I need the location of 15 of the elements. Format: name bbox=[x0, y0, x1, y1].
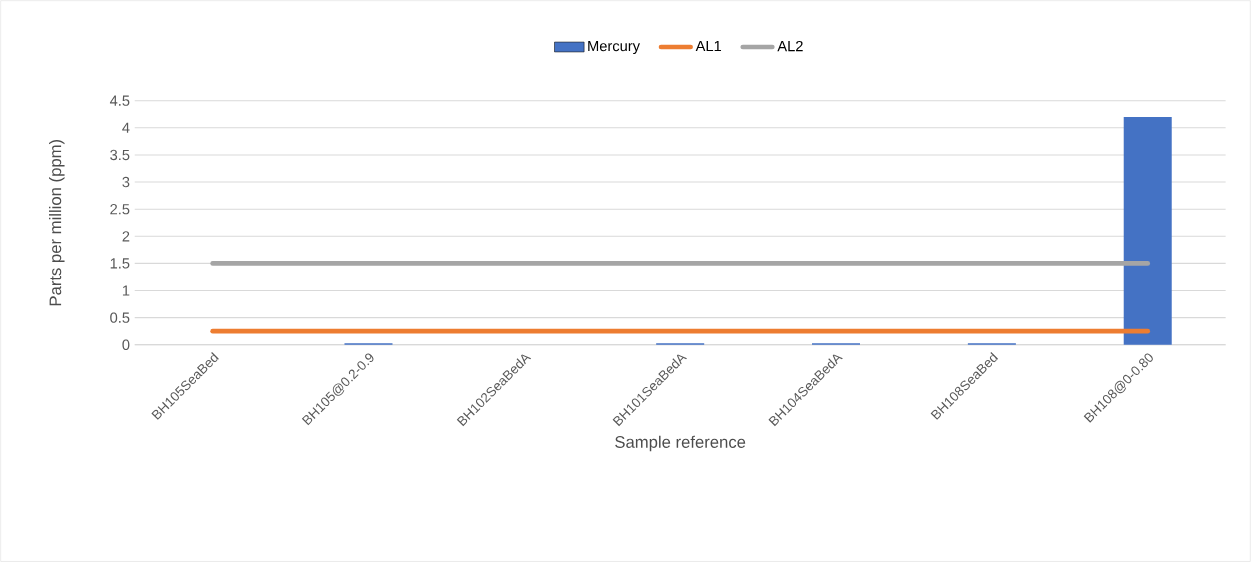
x-axis-title: Sample reference bbox=[615, 435, 746, 452]
y-tick-label: 2 bbox=[122, 231, 130, 242]
y-tick-label: 2.5 bbox=[110, 203, 130, 215]
y-tick-label: 4 bbox=[122, 122, 130, 133]
y-tick-label: 3 bbox=[122, 176, 130, 188]
legend-label: AL1 bbox=[695, 40, 722, 51]
legend-label: Mercury bbox=[588, 40, 640, 55]
y-tick-label: 0.5 bbox=[110, 312, 130, 323]
y-tick-label: 0 bbox=[122, 339, 130, 350]
legend-label: AL2 bbox=[777, 40, 803, 52]
y-tick-label: 1 bbox=[122, 285, 130, 296]
y-tick-label: 4.5 bbox=[109, 95, 130, 106]
y-axis-title: Parts per million (ppm) bbox=[49, 139, 65, 306]
y-tick-label: 3.5 bbox=[110, 149, 130, 161]
y-tick-label: 1.5 bbox=[110, 258, 130, 269]
